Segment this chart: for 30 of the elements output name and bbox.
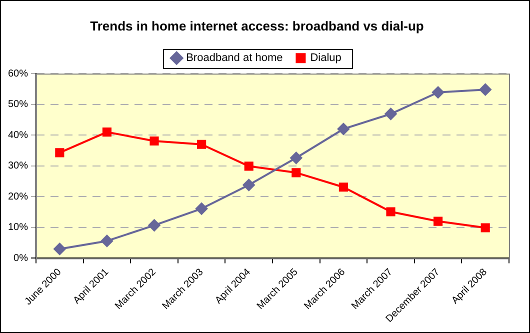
y-tick-label: 40% bbox=[8, 130, 28, 141]
point bbox=[55, 148, 64, 158]
y-tick-label: 10% bbox=[8, 222, 28, 234]
point bbox=[242, 178, 255, 191]
y-tick-label: 60% bbox=[8, 68, 28, 80]
point bbox=[196, 202, 208, 215]
point bbox=[338, 182, 348, 192]
point bbox=[384, 108, 397, 120]
point bbox=[197, 140, 206, 149]
legend-label: Dialup bbox=[310, 52, 342, 64]
point bbox=[150, 136, 159, 146]
chart-title: Trends in home internet access: broadband vs dial-up bbox=[90, 18, 424, 34]
point bbox=[386, 207, 396, 216]
y-tick-label: 0% bbox=[14, 252, 28, 264]
point bbox=[100, 234, 113, 247]
y-tick-label: 50% bbox=[8, 99, 28, 110]
legend-label: Broadband at home bbox=[186, 52, 283, 64]
y-tick-label: 20% bbox=[8, 191, 28, 202]
point bbox=[337, 122, 350, 135]
point bbox=[292, 168, 301, 178]
point bbox=[54, 242, 66, 255]
point bbox=[102, 128, 112, 137]
point bbox=[479, 84, 492, 96]
point bbox=[148, 219, 160, 232]
point bbox=[432, 86, 444, 98]
point bbox=[244, 162, 254, 171]
point bbox=[434, 216, 443, 226]
point bbox=[290, 152, 302, 164]
point bbox=[480, 223, 490, 232]
y-tick-label: 30% bbox=[8, 160, 28, 172]
